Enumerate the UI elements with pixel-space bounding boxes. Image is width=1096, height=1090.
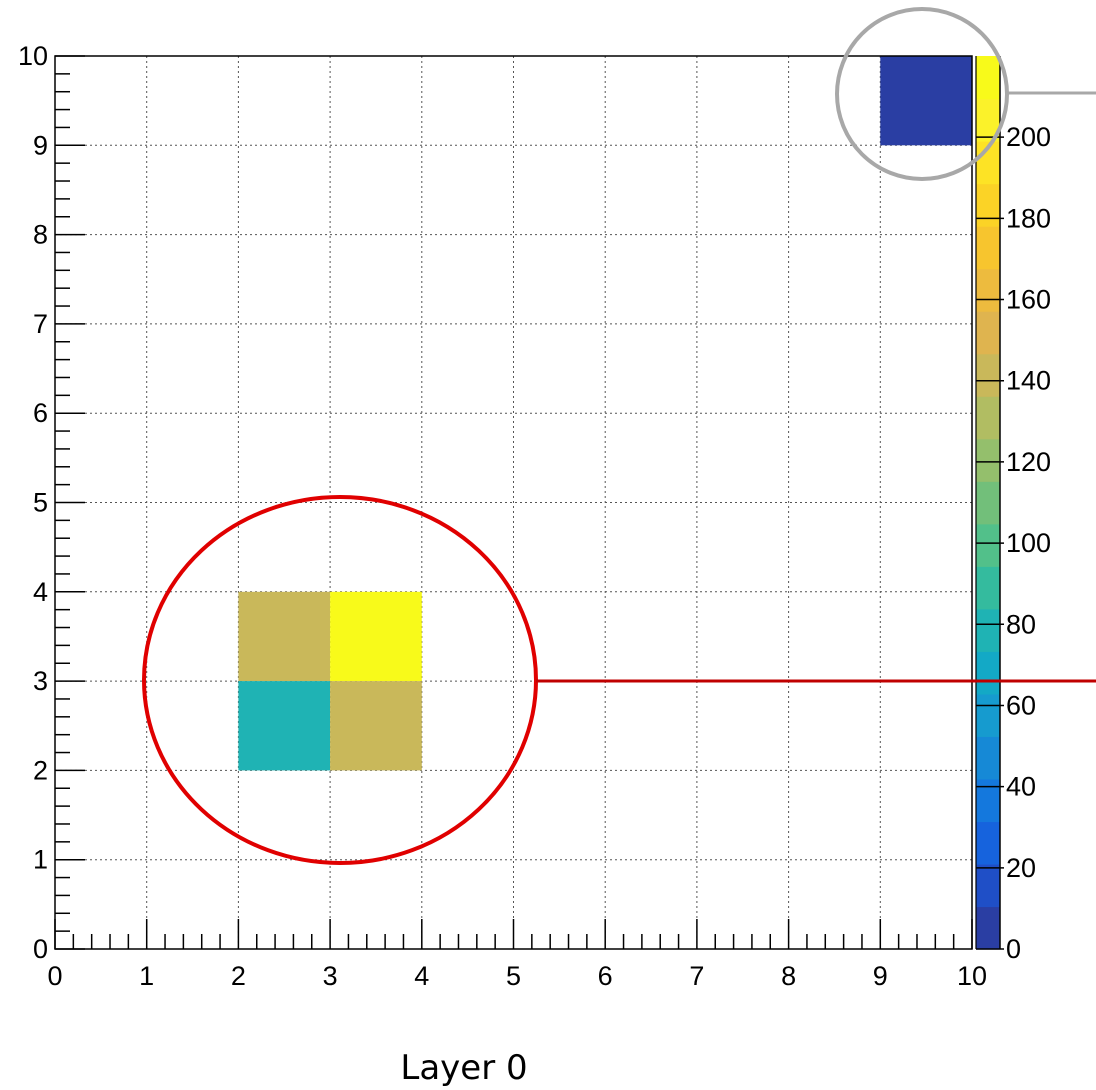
y-tick-label: 0 bbox=[33, 934, 48, 964]
colorbar-band bbox=[976, 311, 1000, 355]
colorbar-tick-label: 200 bbox=[1006, 122, 1051, 152]
heatmap-cell bbox=[238, 681, 331, 771]
colorbar-band bbox=[976, 863, 1000, 908]
colorbar-band bbox=[976, 396, 1000, 440]
colorbar-band bbox=[976, 693, 1000, 737]
y-tick-label: 2 bbox=[33, 755, 48, 785]
colorbar-band bbox=[976, 56, 1000, 100]
grid-lines bbox=[55, 56, 972, 949]
colorbar-tick-label: 0 bbox=[1006, 934, 1021, 964]
colorbar-tick-label: 60 bbox=[1006, 690, 1036, 720]
y-tick-label: 9 bbox=[33, 130, 48, 160]
colorbar-band bbox=[976, 906, 1000, 950]
colorbar-band bbox=[976, 736, 1000, 780]
colorbar-band bbox=[976, 226, 1000, 270]
colorbar-band bbox=[976, 183, 1000, 227]
colorbar-band bbox=[976, 523, 1000, 567]
x-tick-label: 0 bbox=[47, 961, 62, 991]
y-tick-label: 4 bbox=[33, 577, 48, 607]
colorbar-band bbox=[976, 353, 1000, 397]
colorbar-band bbox=[976, 778, 1000, 823]
x-tick-label: 3 bbox=[323, 961, 338, 991]
colorbar-tick-label: 20 bbox=[1006, 853, 1036, 883]
colorbar-tick-label: 160 bbox=[1006, 285, 1051, 315]
colorbar-tick-label: 120 bbox=[1006, 447, 1051, 477]
y-tick-label: 10 bbox=[18, 41, 48, 71]
y-tick-label: 8 bbox=[33, 220, 48, 250]
x-tick-label: 2 bbox=[231, 961, 246, 991]
y-tick-label: 7 bbox=[33, 309, 48, 339]
x-tick-label: 7 bbox=[689, 961, 704, 991]
colorbar-band bbox=[976, 821, 1000, 865]
colorbar-band bbox=[976, 268, 1000, 312]
x-tick-label: 10 bbox=[957, 961, 987, 991]
x-tick-label: 8 bbox=[781, 961, 796, 991]
colorbar-band bbox=[976, 438, 1000, 482]
y-tick-label: 5 bbox=[33, 488, 48, 518]
colorbar-tick-label: 100 bbox=[1006, 528, 1051, 558]
y-tick-label: 3 bbox=[33, 666, 48, 696]
x-tick-label: 5 bbox=[506, 961, 521, 991]
annotations bbox=[142, 7, 1096, 865]
colorbar-band bbox=[976, 608, 1000, 652]
heatmap-cell bbox=[330, 591, 422, 682]
y-tick-label: 6 bbox=[33, 398, 48, 428]
colorbar-band bbox=[976, 566, 1000, 610]
x-tick-label: 1 bbox=[139, 961, 154, 991]
colorbar: 0 20 40 60 80 100 120 140 160 180 200 bbox=[975, 56, 1051, 964]
colorbar-band bbox=[976, 481, 1000, 525]
heatmap-cell bbox=[330, 681, 422, 771]
heatmap-cell bbox=[880, 56, 972, 146]
x-tick-label: 9 bbox=[873, 961, 888, 991]
caption: Layer 0 bbox=[400, 1048, 527, 1088]
y-tick-label: 1 bbox=[33, 845, 48, 875]
x-tick-label: 6 bbox=[598, 961, 613, 991]
colorbar-tick-label: 40 bbox=[1006, 772, 1036, 802]
colorbar-tick-label: 80 bbox=[1006, 609, 1036, 639]
colorbar-band bbox=[976, 651, 1000, 695]
axes: 0 1 2 3 4 5 6 7 8 9 10 0 1 2 3 4 5 6 7 8 9 10 bbox=[18, 41, 987, 991]
x-tick-label: 4 bbox=[414, 961, 429, 991]
heatmap-cells bbox=[238, 56, 972, 771]
heatmap-cell bbox=[238, 591, 331, 682]
colorbar-tick-label: 180 bbox=[1006, 203, 1051, 233]
colorbar-tick-label: 140 bbox=[1006, 366, 1051, 396]
